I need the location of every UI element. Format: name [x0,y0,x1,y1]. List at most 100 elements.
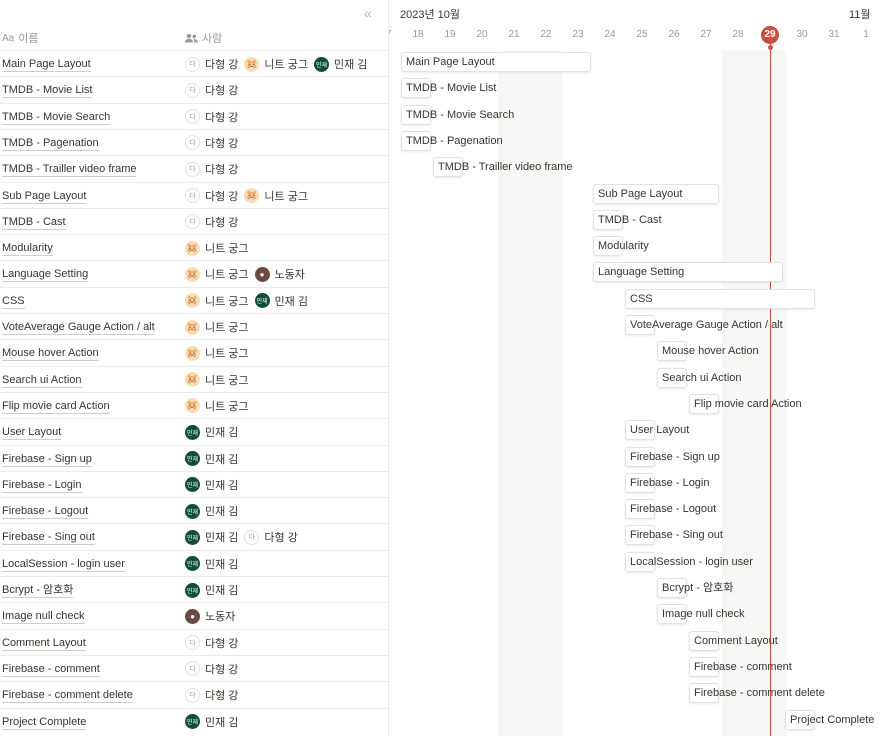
assignees[interactable]: 민재 민재 김 [185,419,238,445]
task-name[interactable]: CSS [2,288,25,314]
assignees[interactable]: 다 다형 강 [185,209,238,235]
task-bar[interactable] [433,157,463,178]
task-name[interactable]: Image null check [2,603,85,629]
task-bar[interactable] [625,315,655,335]
assignees[interactable]: 다 다형 강 [185,130,238,156]
task-name[interactable]: Search ui Action [2,367,82,393]
task-bar[interactable] [657,604,687,625]
assignees[interactable]: 다 다형 강 [185,630,238,656]
assignees[interactable]: 🐹 니트 궁그 [185,314,249,340]
task-bar[interactable] [657,578,687,598]
assignees[interactable]: 민재 민재 김 [185,498,238,524]
assignees[interactable]: 민재 민재 김 [185,709,238,735]
task-name[interactable]: Bcrypt - 암호화 [2,577,74,603]
task-name[interactable]: Mouse hover Action [2,340,99,366]
task-name[interactable]: TMDB - Cast [2,209,66,235]
assignees[interactable]: 민재 민재 김 [185,446,238,472]
table-row[interactable]: Mouse hover Action 🐹 니트 궁그 [0,339,388,366]
task-bar[interactable] [625,472,655,493]
table-row[interactable]: CSS 🐹 니트 궁그 민재 민재 김 [0,286,388,314]
name-column-header[interactable]: Aa 이름 [2,30,38,46]
task-bar[interactable] [625,499,655,520]
assignees[interactable]: 🐹 니트 궁그 [185,393,249,419]
task-name[interactable]: Firebase - Login [2,472,82,498]
table-row[interactable]: TMDB - Movie Search 다 다형 강 [0,102,388,130]
assignees[interactable]: 🐹 니트 궁그 [185,235,249,261]
table-row[interactable]: User Layout 민재 민재 김 [0,418,388,445]
task-name[interactable]: Firebase - Sign up [2,446,92,472]
collapse-table-icon[interactable]: « [364,5,372,21]
task-name[interactable]: Modularity [2,235,53,261]
task-name[interactable]: Comment Layout [2,630,86,656]
task-name[interactable]: User Layout [2,419,62,445]
assignees[interactable]: 다 다형 강 [185,77,238,103]
task-bar[interactable] [689,656,719,677]
table-row[interactable]: Firebase - comment delete 다 다형 강 [0,681,388,708]
table-row[interactable]: Project Complete 민재 민재 김 [0,707,388,735]
task-bar[interactable] [593,209,623,230]
task-name[interactable]: Project Complete [2,709,87,735]
task-name[interactable]: Flip movie card Action [2,393,110,419]
task-name[interactable]: LocalSession - login user [2,551,125,577]
task-bar[interactable] [401,52,591,72]
table-row[interactable]: TMDB - Trailler video frame 다 다형 강 [0,155,388,182]
task-bar[interactable] [657,367,687,388]
task-bar[interactable] [593,236,623,257]
assignees[interactable]: 다 다형 강 🐹 니트 궁그 민재 민재 김 [185,51,367,77]
task-name[interactable]: Firebase - Logout [2,498,89,524]
task-name[interactable]: Main Page Layout [2,51,91,77]
task-bar[interactable] [625,420,655,441]
assignees[interactable]: 다 다형 강 [185,104,238,130]
task-name[interactable]: Sub Page Layout [2,183,87,209]
assignees[interactable]: 민재 민재 김 다 다형 강 [185,524,298,550]
assignees[interactable]: 민재 민재 김 [185,577,238,603]
table-row[interactable]: Image null check ● 노동자 [0,602,388,629]
task-bar[interactable] [401,130,431,151]
assignees[interactable]: ● 노동자 [185,603,235,629]
task-bar[interactable] [625,288,815,309]
people-column-header[interactable]: 사람 [185,30,222,46]
table-row[interactable]: TMDB - Movie List 다 다형 강 [0,76,388,103]
assignees[interactable]: 다 다형 강 [185,156,238,182]
task-name[interactable]: VoteAverage Gauge Action / alt [2,314,155,340]
assignees[interactable]: 다 다형 강 🐹 니트 궁그 [185,183,308,209]
assignees[interactable]: 다 다형 강 [185,656,238,682]
table-row[interactable]: Bcrypt - 암호화 민재 민재 김 [0,576,388,603]
task-bar[interactable] [657,341,687,362]
table-row[interactable]: Flip movie card Action 🐹 니트 궁그 [0,391,388,419]
table-row[interactable]: Firebase - Sign up 민재 민재 김 [0,444,388,472]
table-row[interactable]: Firebase - Sing out 민재 민재 김 다 다형 강 [0,523,388,550]
table-row[interactable]: Comment Layout 다 다형 강 [0,628,388,656]
assignees[interactable]: 🐹 니트 궁그 [185,340,249,366]
task-name[interactable]: TMDB - Trailler video frame [2,156,137,182]
task-bar[interactable] [593,262,783,283]
task-bar[interactable] [401,104,431,125]
task-bar[interactable] [625,551,655,572]
task-bar[interactable] [689,393,719,414]
assignees[interactable]: 민재 민재 김 [185,551,238,577]
task-bar[interactable] [785,709,815,730]
table-row[interactable]: Search ui Action 🐹 니트 궁그 [0,365,388,393]
task-bar[interactable] [689,683,719,704]
table-row[interactable]: Modularity 🐹 니트 궁그 [0,234,388,261]
table-row[interactable]: Firebase - comment 다 다형 강 [0,654,388,682]
table-row[interactable]: Firebase - Logout 민재 민재 김 [0,497,388,524]
task-bar[interactable] [625,525,655,546]
task-name[interactable]: TMDB - Pagenation [2,130,99,156]
table-row[interactable]: Language Setting 🐹 니트 궁그 ● 노동자 [0,260,388,287]
task-name[interactable]: TMDB - Movie List [2,77,93,103]
table-row[interactable]: Main Page Layout 다 다형 강 🐹 니트 궁그 민재 민재 김 [0,50,388,77]
assignees[interactable]: 🐹 니트 궁그 [185,367,249,393]
task-name[interactable]: Firebase - comment [2,656,100,682]
task-name[interactable]: TMDB - Movie Search [2,104,111,130]
task-bar[interactable] [401,78,431,99]
table-row[interactable]: TMDB - Cast 다 다형 강 [0,207,388,235]
assignees[interactable]: 🐹 니트 궁그 민재 민재 김 [185,288,308,314]
task-name[interactable]: Language Setting [2,261,89,287]
table-row[interactable]: TMDB - Pagenation 다 다형 강 [0,128,388,156]
task-name[interactable]: Firebase - comment delete [2,682,133,708]
task-bar[interactable] [625,446,655,467]
assignees[interactable]: 민재 민재 김 [185,472,238,498]
table-row[interactable]: Sub Page Layout 다 다형 강 🐹 니트 궁그 [0,181,388,209]
table-row[interactable]: LocalSession - login user 민재 민재 김 [0,549,388,577]
